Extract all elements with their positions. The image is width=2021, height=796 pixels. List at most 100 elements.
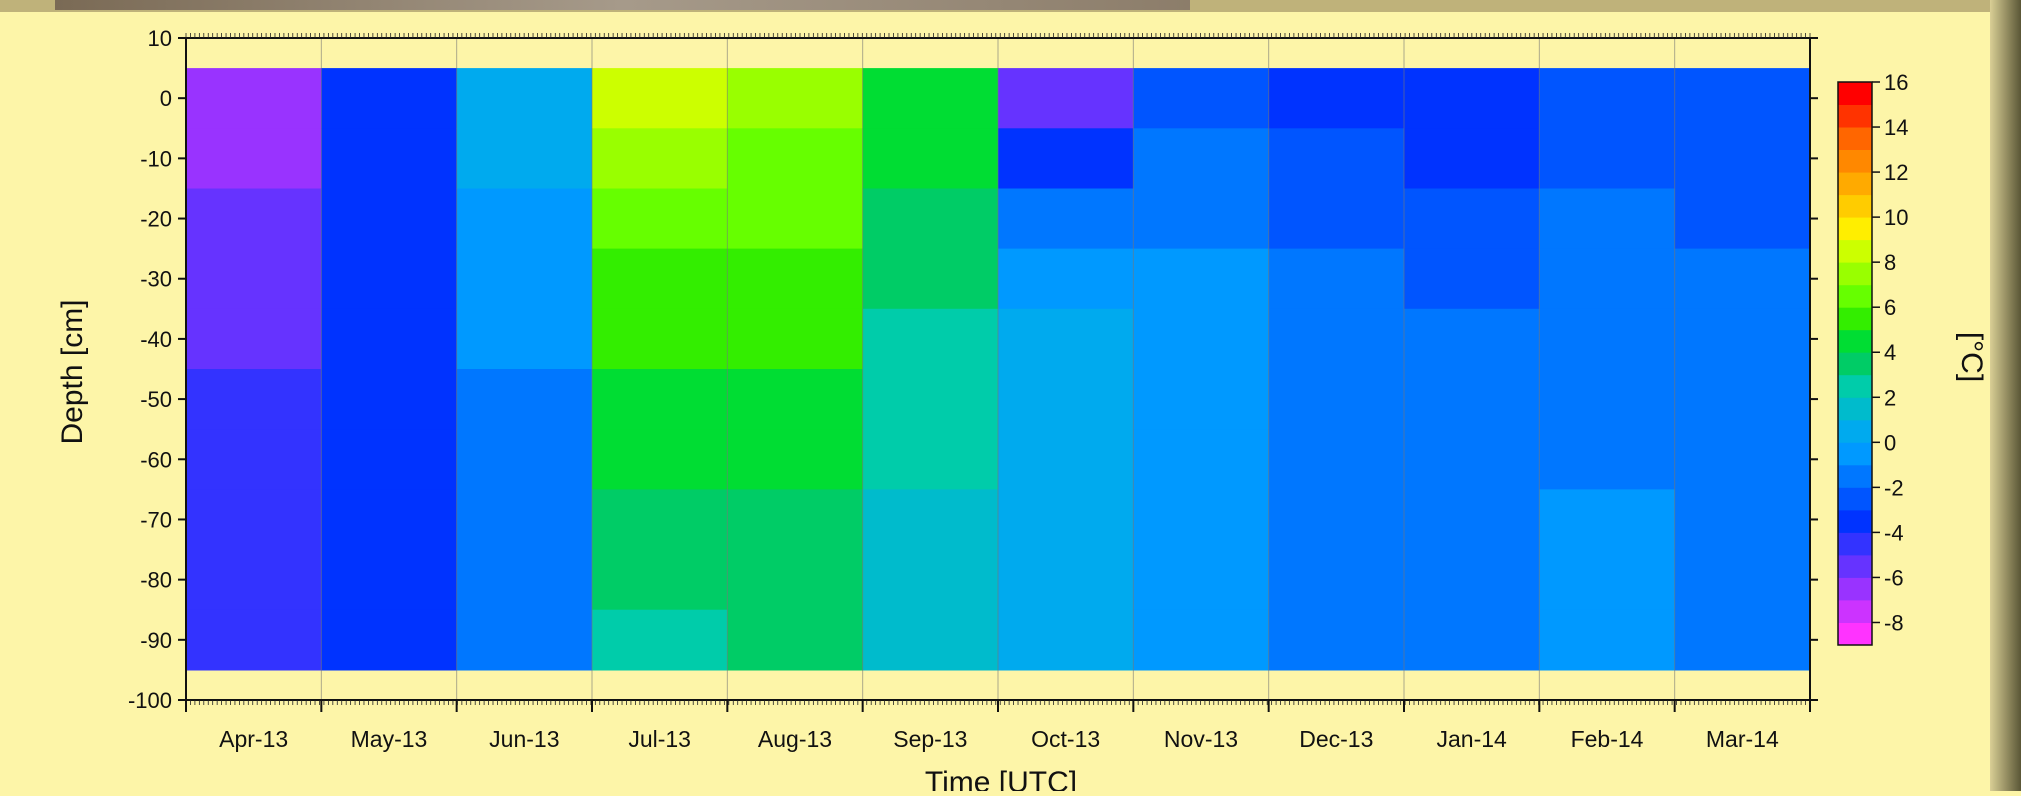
x-tick-label: Jul-13	[628, 726, 691, 752]
heatmap-cell	[592, 369, 728, 430]
heatmap-cell	[1674, 489, 1811, 551]
colorbar-swatch	[1838, 329, 1872, 353]
colorbar-tick-label: 16	[1884, 70, 1908, 95]
heatmap-cell	[1268, 489, 1405, 551]
colorbar-swatch	[1838, 442, 1872, 466]
heatmap-cell	[1268, 549, 1405, 611]
colorbar-swatch	[1838, 307, 1872, 331]
colorbar-tick-label: 12	[1884, 160, 1908, 185]
colorbar-swatch	[1838, 600, 1872, 623]
heatmap-cell	[862, 188, 999, 250]
heatmap-cell	[862, 369, 999, 430]
colorbar-swatch	[1838, 82, 1872, 105]
heatmap-cell	[186, 248, 322, 310]
heatmap-cell	[1133, 308, 1270, 370]
colorbar-swatch	[1838, 509, 1872, 533]
heatmap-cell	[1674, 549, 1811, 611]
x-tick-label: Mar-14	[1706, 726, 1779, 752]
colorbar-tick-label: -6	[1884, 565, 1904, 590]
heatmap-cell	[862, 248, 999, 310]
right-border-decoration	[1990, 0, 2021, 791]
heatmap-cell	[1404, 609, 1540, 671]
heatmap-cell	[1268, 248, 1405, 310]
colorbar-tick-label: 2	[1884, 385, 1896, 410]
x-tick-label: Oct-13	[1031, 726, 1100, 752]
x-tick-label: May-13	[351, 726, 428, 752]
colorbar-swatch	[1838, 284, 1872, 308]
heatmap-cell	[1133, 369, 1270, 430]
x-tick-label: Dec-13	[1299, 726, 1373, 752]
colorbar-tick-label: -4	[1884, 520, 1904, 545]
heatmap-cell	[1539, 369, 1676, 430]
heatmap-cell	[456, 549, 593, 611]
heatmap-cell	[456, 369, 593, 430]
y-tick-label: -30	[140, 267, 172, 292]
heatmap-cell	[321, 188, 458, 250]
heatmap-cell	[1539, 308, 1676, 370]
heatmap-cell	[1539, 489, 1676, 551]
heatmap-cell	[862, 68, 999, 129]
y-tick-label: -90	[140, 628, 172, 653]
colorbar-swatch	[1838, 487, 1872, 511]
heatmap-cell	[862, 609, 999, 671]
colorbar-tick-label: 14	[1884, 115, 1908, 140]
heatmap-cell	[186, 188, 322, 250]
colorbar-tick-label: -8	[1884, 610, 1904, 635]
colorbar-tick-label: 0	[1884, 430, 1896, 455]
heatmap-cell	[1268, 68, 1405, 129]
heatmap-cell	[1539, 68, 1676, 129]
colorbar-swatch	[1838, 194, 1872, 218]
heatmap-cell	[727, 549, 864, 611]
heatmap-cell	[321, 128, 458, 190]
colorbar-swatch	[1838, 532, 1872, 556]
heatmap-cell	[1268, 369, 1405, 430]
heatmap-cell	[727, 609, 864, 671]
heatmap-cell	[1133, 128, 1270, 190]
heatmap-cell	[186, 489, 322, 551]
y-axis-label: Depth [cm]	[56, 299, 89, 444]
heatmap-cell	[592, 68, 728, 129]
heatmap-cell	[998, 128, 1134, 190]
colorbar-swatch	[1838, 217, 1872, 241]
heatmap-cell	[592, 188, 728, 250]
heatmap-cell	[456, 68, 593, 129]
heatmap-cell	[1404, 369, 1540, 430]
colorbar-frame	[1837, 81, 1873, 646]
heatmap-cell	[321, 489, 458, 551]
heatmap-cell	[456, 188, 593, 250]
heatmap-cell	[321, 308, 458, 370]
heatmap-cell	[456, 489, 593, 551]
heatmap-cell	[186, 308, 322, 370]
heatmap-cell	[186, 609, 322, 671]
colorbar-swatch	[1838, 397, 1872, 421]
heatmap-cell	[1268, 188, 1405, 250]
heatmap-cell	[456, 128, 593, 190]
heatmap-cell	[321, 429, 458, 490]
heatmap-cell	[727, 248, 864, 310]
y-tick-label: -80	[140, 568, 172, 593]
heatmap-cell	[1539, 248, 1676, 310]
heatmap-cell	[186, 68, 322, 129]
heatmap-cell	[998, 369, 1134, 430]
heatmap-cell	[1404, 128, 1540, 190]
y-tick-label: -60	[140, 447, 172, 472]
colorbar-swatch	[1838, 172, 1872, 196]
x-tick-label: Aug-13	[758, 726, 832, 752]
colorbar-swatch	[1838, 554, 1872, 578]
colorbar-tick-label: 8	[1884, 250, 1896, 275]
y-tick-label: 0	[160, 86, 172, 111]
heatmap-cell	[1674, 248, 1811, 310]
heatmap-cell	[186, 549, 322, 611]
y-tick-label: -40	[140, 327, 172, 352]
colorbar-swatch	[1838, 622, 1872, 646]
heatmap-cell	[727, 128, 864, 190]
x-axis-label: Time [UTC]	[925, 766, 1077, 791]
heatmap-cell	[186, 429, 322, 490]
heatmap-cell	[1674, 609, 1811, 671]
heatmap-cell	[456, 248, 593, 310]
heatmap-cell	[727, 68, 864, 129]
heatmap-cell	[1133, 429, 1270, 490]
heatmap-cell	[592, 609, 728, 671]
x-tick-label: Sep-13	[893, 726, 967, 752]
